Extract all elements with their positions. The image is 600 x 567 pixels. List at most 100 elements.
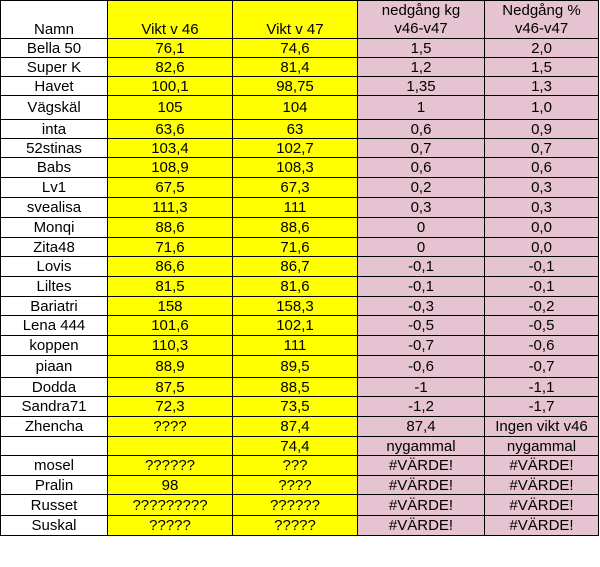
cell-weight-v47[interactable]: 158,3 (232, 296, 358, 316)
cell-weight-v46[interactable]: 86,6 (107, 256, 233, 277)
cell-loss-percent[interactable]: #VÄRDE! (484, 494, 599, 516)
cell-weight-v46[interactable]: ????????? (107, 494, 233, 516)
cell-name[interactable]: Russet (0, 494, 108, 516)
cell-weight-v46[interactable]: 67,5 (107, 177, 233, 198)
cell-loss-kg[interactable]: -0,5 (357, 315, 485, 336)
cell-name[interactable]: Dodda (0, 377, 108, 397)
cell-weight-v47[interactable]: 71,6 (232, 237, 358, 257)
cell-weight-v47[interactable]: 67,3 (232, 177, 358, 198)
cell-loss-percent[interactable]: -0,5 (484, 315, 599, 336)
cell-weight-v47[interactable]: 102,1 (232, 315, 358, 336)
cell-loss-kg[interactable]: 1,5 (357, 38, 485, 58)
cell-weight-v46[interactable]: 88,9 (107, 355, 233, 378)
header-weight-v46[interactable]: Vikt v 46 (107, 0, 233, 39)
cell-weight-v46[interactable]: ?????? (107, 455, 233, 476)
cell-loss-percent[interactable]: -0,2 (484, 296, 599, 316)
cell-weight-v47[interactable]: 88,5 (232, 377, 358, 397)
cell-loss-kg[interactable]: #VÄRDE! (357, 515, 485, 536)
cell-weight-v46[interactable]: 110,3 (107, 335, 233, 356)
cell-weight-v46[interactable]: 81,5 (107, 276, 233, 297)
cell-weight-v47[interactable]: 108,3 (232, 157, 358, 178)
cell-loss-percent[interactable]: #VÄRDE! (484, 455, 599, 476)
cell-weight-v46[interactable]: 88,6 (107, 217, 233, 238)
cell-loss-kg[interactable]: -1 (357, 377, 485, 397)
cell-weight-v47[interactable]: 81,4 (232, 57, 358, 77)
cell-weight-v47[interactable]: ??? (232, 455, 358, 476)
cell-name[interactable]: koppen (0, 335, 108, 356)
cell-loss-percent[interactable]: -0,7 (484, 355, 599, 378)
cell-weight-v46[interactable]: 101,6 (107, 315, 233, 336)
cell-weight-v46[interactable]: 98 (107, 475, 233, 495)
cell-loss-kg[interactable]: -0,1 (357, 256, 485, 277)
cell-loss-percent[interactable]: -0,1 (484, 276, 599, 297)
cell-name[interactable]: 52stinas (0, 138, 108, 158)
cell-loss-kg[interactable]: #VÄRDE! (357, 494, 485, 516)
cell-weight-v47[interactable]: 74,6 (232, 38, 358, 58)
cell-loss-percent[interactable]: 1,0 (484, 95, 599, 120)
cell-weight-v47[interactable]: 63 (232, 119, 358, 139)
cell-weight-v47[interactable]: 104 (232, 95, 358, 120)
cell-loss-percent[interactable]: 2,0 (484, 38, 599, 58)
cell-name[interactable]: Sandra71 (0, 396, 108, 417)
cell-name[interactable]: mosel (0, 455, 108, 476)
cell-name[interactable]: Vägskäl (0, 95, 108, 120)
cell-weight-v47[interactable]: 98,75 (232, 76, 358, 96)
cell-name[interactable]: Suskal (0, 515, 108, 536)
cell-weight-v46[interactable]: 71,6 (107, 237, 233, 257)
cell-weight-v46[interactable] (107, 436, 233, 456)
cell-loss-percent[interactable]: nygammal (484, 436, 599, 456)
header-name[interactable]: Namn (0, 0, 108, 39)
cell-loss-kg[interactable]: 0,7 (357, 138, 485, 158)
cell-loss-kg[interactable]: 1,2 (357, 57, 485, 77)
cell-loss-kg[interactable]: -1,2 (357, 396, 485, 417)
cell-weight-v46[interactable]: 111,3 (107, 197, 233, 218)
cell-loss-percent[interactable]: -1,1 (484, 377, 599, 397)
cell-weight-v47[interactable]: 86,7 (232, 256, 358, 277)
cell-name[interactable]: Lovis (0, 256, 108, 277)
cell-name[interactable]: Super K (0, 57, 108, 77)
cell-weight-v47[interactable]: 111 (232, 335, 358, 356)
cell-weight-v46[interactable]: ????? (107, 515, 233, 536)
cell-weight-v46[interactable]: 100,1 (107, 76, 233, 96)
cell-weight-v46[interactable]: 108,9 (107, 157, 233, 178)
header-loss-kg[interactable]: nedgång kg v46-v47 (357, 0, 485, 39)
cell-name[interactable]: Liltes (0, 276, 108, 297)
header-weight-v47[interactable]: Vikt v 47 (232, 0, 358, 39)
cell-weight-v47[interactable]: ???? (232, 475, 358, 495)
cell-loss-kg[interactable]: -0,6 (357, 355, 485, 378)
cell-loss-percent[interactable]: 0,9 (484, 119, 599, 139)
cell-loss-percent[interactable]: 0,7 (484, 138, 599, 158)
cell-name[interactable]: Havet (0, 76, 108, 96)
cell-loss-kg[interactable]: 0,6 (357, 119, 485, 139)
cell-loss-percent[interactable]: -0,1 (484, 256, 599, 277)
cell-loss-kg[interactable]: 0,6 (357, 157, 485, 178)
cell-name[interactable]: Zhencha (0, 416, 108, 437)
cell-loss-percent[interactable]: 1,3 (484, 76, 599, 96)
cell-loss-percent[interactable]: #VÄRDE! (484, 475, 599, 495)
header-loss-percent[interactable]: Nedgång % v46-v47 (484, 0, 599, 39)
cell-loss-kg[interactable]: 1 (357, 95, 485, 120)
cell-weight-v46[interactable]: 87,5 (107, 377, 233, 397)
cell-weight-v46[interactable]: 158 (107, 296, 233, 316)
cell-name[interactable]: Lv1 (0, 177, 108, 198)
cell-name[interactable]: Zita48 (0, 237, 108, 257)
cell-name[interactable]: Bariatri (0, 296, 108, 316)
cell-name[interactable]: Babs (0, 157, 108, 178)
cell-name[interactable]: Lena 444 (0, 315, 108, 336)
cell-weight-v47[interactable]: 89,5 (232, 355, 358, 378)
cell-name[interactable]: svealisa (0, 197, 108, 218)
cell-weight-v47[interactable]: 73,5 (232, 396, 358, 417)
cell-loss-percent[interactable]: Ingen vikt v46 (484, 416, 599, 437)
cell-loss-percent[interactable]: 0,0 (484, 217, 599, 238)
cell-loss-percent[interactable]: 0,0 (484, 237, 599, 257)
cell-name[interactable]: inta (0, 119, 108, 139)
cell-loss-kg[interactable]: nygammal (357, 436, 485, 456)
cell-loss-percent[interactable]: 0,3 (484, 177, 599, 198)
cell-weight-v47[interactable]: ????? (232, 515, 358, 536)
cell-weight-v47[interactable]: 111 (232, 197, 358, 218)
cell-loss-kg[interactable]: 87,4 (357, 416, 485, 437)
cell-loss-percent[interactable]: 0,6 (484, 157, 599, 178)
cell-weight-v46[interactable]: 105 (107, 95, 233, 120)
cell-loss-percent[interactable]: 0,3 (484, 197, 599, 218)
cell-weight-v46[interactable]: 103,4 (107, 138, 233, 158)
